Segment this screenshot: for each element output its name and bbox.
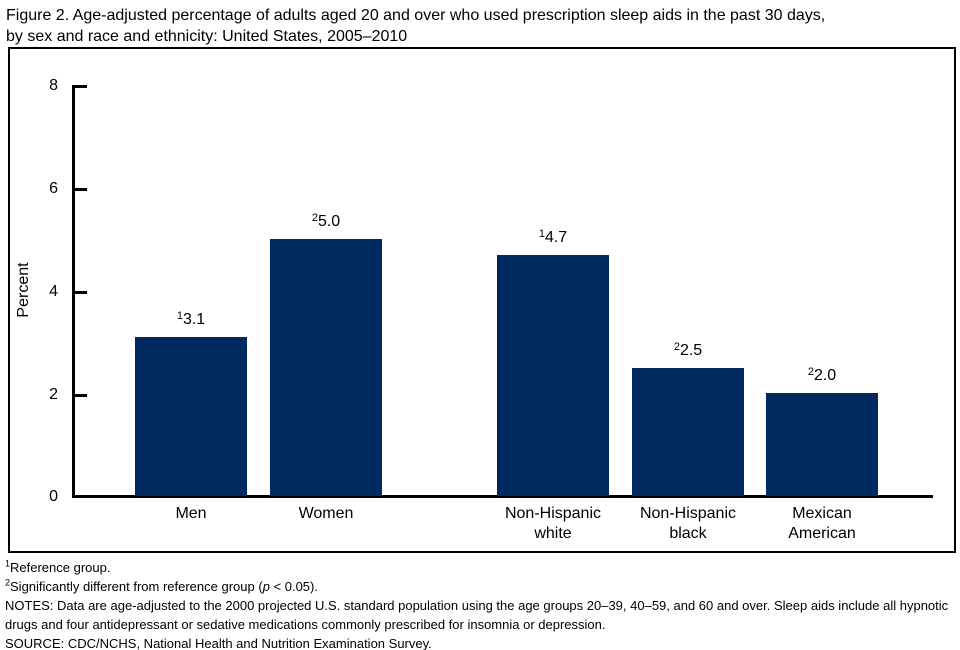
- x-axis-line: [72, 495, 933, 498]
- x-category-label-non-hispanic-white: Non-Hispanic white: [504, 505, 602, 542]
- bar-non-hispanic-white: [497, 255, 609, 496]
- y-tick-8: [72, 85, 87, 88]
- bar-women: [270, 239, 382, 496]
- bar-mexican-american: [632, 368, 744, 496]
- bar-value: 3.1: [182, 311, 206, 328]
- y-tick-2: [72, 394, 87, 397]
- footnote-marker: 1: [538, 227, 545, 240]
- bar-column-non-hispanic-white: 14.7: [497, 85, 609, 496]
- figure-title-line1: Figure 2. Age-adjusted percentage of adu…: [6, 7, 826, 24]
- figure-title: Figure 2. Age-adjusted percentage of adu…: [6, 5, 954, 47]
- bar-value: 5.0: [317, 213, 341, 230]
- footnote-text: < 0.05).: [269, 579, 318, 594]
- bar-column-non-hispanic-black: 22.5: [632, 85, 744, 496]
- bar-value-label: 13.1: [177, 310, 205, 330]
- x-category-label-mexican-american: Mexican American: [788, 505, 856, 542]
- bar-value-label: 22.0: [808, 366, 836, 386]
- bar-value: 4.7: [544, 229, 568, 246]
- bar-column-men: 13.1: [135, 85, 247, 496]
- y-tick-label-8: 8: [49, 77, 58, 94]
- y-tick-label-6: 6: [49, 180, 58, 197]
- footnote-marker: 1: [176, 309, 183, 322]
- x-category-label-non-hispanic-black: Non-Hispanic black: [639, 505, 737, 542]
- footnote-marker: 2: [673, 340, 680, 353]
- footnote-significance: 2Significantly different from reference …: [5, 577, 953, 596]
- bar-mexican-american: [766, 393, 878, 496]
- figure-title-line2: by sex and race and ethnicity: United St…: [6, 28, 408, 45]
- x-category-label-women: Women: [298, 505, 354, 522]
- bar-column-women: 25.0: [270, 85, 382, 496]
- footnote-marker: 2: [311, 211, 318, 224]
- bar-value: 2.5: [679, 342, 703, 359]
- bar-value-label: 25.0: [312, 212, 340, 232]
- footnote-marker: 2: [807, 365, 814, 378]
- y-tick-label-4: 4: [49, 283, 58, 300]
- footnote-text: Reference group.: [10, 560, 111, 575]
- y-tick-4: [72, 291, 87, 294]
- footnotes: 1Reference group. 2Significantly differe…: [5, 558, 953, 650]
- footnote-marker: 1: [5, 558, 11, 569]
- footnote-text: Significantly different from reference g…: [10, 579, 263, 594]
- bar-men: [135, 337, 247, 496]
- bar-column-mexican-american: 22.0: [766, 85, 878, 496]
- y-tick-label-2: 2: [49, 386, 58, 403]
- y-tick-6: [72, 188, 87, 191]
- footnote-source: SOURCE: CDC/NCHS, National Health and Nu…: [5, 636, 432, 650]
- footnote-italic-p: p: [262, 579, 270, 594]
- x-category-label-men: Men: [175, 505, 207, 522]
- footnote-notes: NOTES: Data are age-adjusted to the 2000…: [5, 598, 949, 632]
- y-tick-label-0: 0: [49, 488, 58, 505]
- footnote-marker: 2: [5, 577, 11, 588]
- bar-value: 2.0: [813, 367, 837, 384]
- footnote-reference-group: 1Reference group.: [5, 558, 953, 577]
- bar-value-label: 22.5: [674, 341, 702, 361]
- bar-value-label: 14.7: [539, 228, 567, 248]
